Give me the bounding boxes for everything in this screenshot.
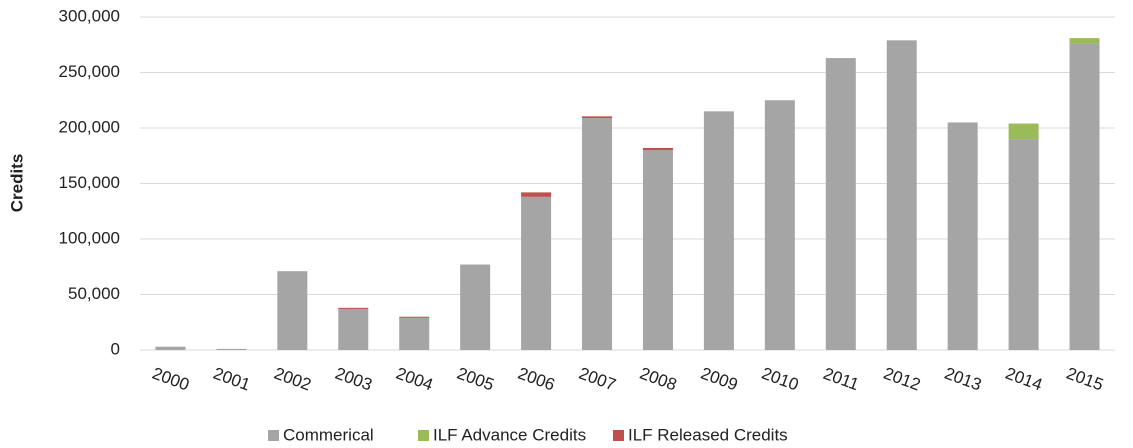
bar-segment <box>216 348 247 350</box>
x-tick-label: 2015 <box>1064 364 1106 395</box>
x-tick-label: 2013 <box>942 364 984 395</box>
y-tick-label: 100,000 <box>59 228 120 247</box>
x-tick-label: 2007 <box>576 364 618 395</box>
bar-segment <box>582 116 613 119</box>
x-tick-label: 2003 <box>333 364 375 395</box>
bar-segment <box>277 271 308 350</box>
bar-segment <box>1008 139 1039 350</box>
bar-segment <box>399 317 430 350</box>
x-tick-label: 2012 <box>881 364 923 395</box>
x-tick-label: 2010 <box>759 364 801 395</box>
legend-swatch <box>418 430 429 441</box>
x-tick-label: 2006 <box>515 364 557 395</box>
bar-segment <box>825 58 856 350</box>
y-tick-label: 250,000 <box>59 62 120 81</box>
legend-swatch <box>613 430 624 441</box>
legend-swatch <box>268 430 279 441</box>
x-tick-label: 2011 <box>821 364 862 394</box>
y-tick-label: 50,000 <box>68 284 120 303</box>
bar-segment <box>642 147 673 151</box>
bar-segment <box>1069 38 1100 44</box>
x-tick-label: 2005 <box>454 364 496 395</box>
bar-segment <box>521 196 552 350</box>
bar-segment <box>582 118 613 350</box>
y-axis-label: Credits <box>7 154 26 213</box>
bar-segment <box>338 307 369 309</box>
bar-segment <box>886 40 917 351</box>
bar-segment <box>947 122 978 350</box>
bar-segment <box>703 111 734 350</box>
legend-label: Commerical <box>283 425 374 444</box>
legend-label: ILF Advance Credits <box>433 425 586 444</box>
legend-label: ILF Released Credits <box>628 425 788 444</box>
y-tick-label: 200,000 <box>59 117 120 136</box>
y-tick-label: 150,000 <box>59 173 120 192</box>
bar-segment <box>155 346 186 350</box>
x-tick-label: 2000 <box>150 364 192 395</box>
bar-segment <box>460 264 491 350</box>
bar-segment <box>399 316 430 318</box>
x-tick-label: 2001 <box>211 364 253 395</box>
x-tick-label: 2014 <box>1003 364 1045 395</box>
bar-segment <box>521 192 552 197</box>
x-tick-label: 2002 <box>272 364 314 395</box>
bar-segment <box>764 100 795 350</box>
bar-segment <box>642 150 673 350</box>
x-tick-label: 2008 <box>637 364 679 395</box>
bar-segment <box>338 308 369 350</box>
y-tick-label: 300,000 <box>59 6 120 25</box>
x-tick-label: 2009 <box>698 364 740 395</box>
x-tick-label: 2004 <box>394 364 436 395</box>
bar-segment <box>1008 123 1039 140</box>
y-tick-label: 0 <box>111 339 120 358</box>
bar-segment <box>1069 43 1100 350</box>
